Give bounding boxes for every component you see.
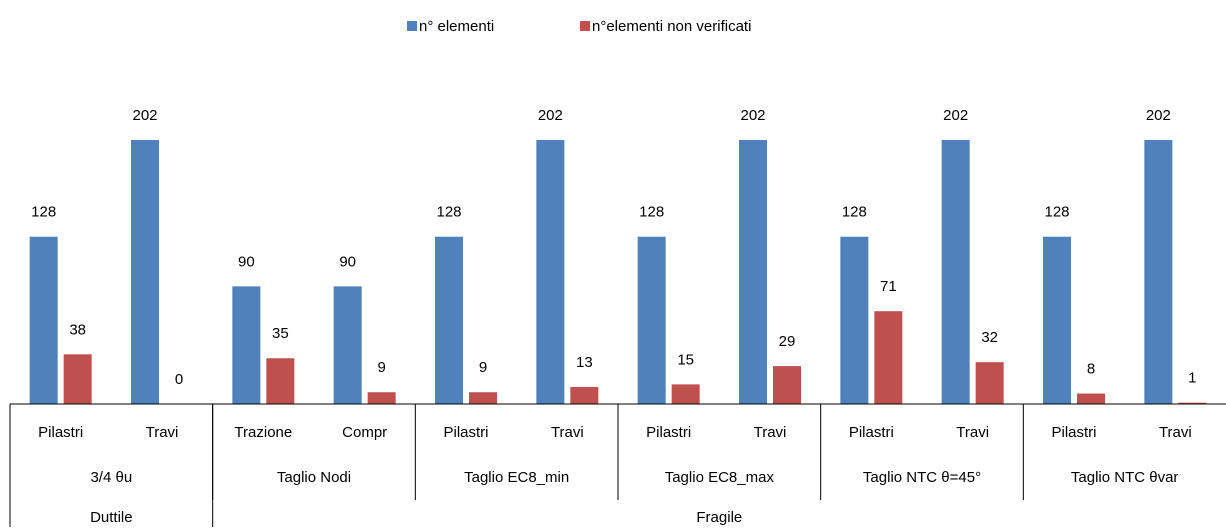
x-tick-label: Pilastri [1051,424,1096,441]
group-label: Duttile [90,509,133,526]
x-tick-label: Travi [146,424,179,441]
x-tick-label: Pilastri [646,424,691,441]
group-label: Taglio EC8_max [665,469,775,486]
bar [1178,402,1207,404]
bar [266,358,295,404]
bar [469,392,497,404]
bar [637,236,666,404]
data-label: 128 [31,204,56,221]
bar [739,139,767,404]
bar [1144,139,1173,404]
data-label: 128 [842,204,867,221]
legend-label: n° elementi [419,18,494,35]
data-label: 1 [1188,370,1196,387]
data-label: 13 [576,354,593,371]
bar [536,139,565,404]
data-label: 9 [377,359,385,376]
data-label: 128 [639,204,664,221]
bar [131,139,159,404]
bar [840,236,869,404]
bar [333,286,362,404]
legend-label: n°elementi non verificati [592,18,751,35]
bar [773,366,801,404]
bar [570,387,599,404]
x-tick-label: Travi [956,424,989,441]
group-label: Taglio NTC θvar [1071,469,1179,486]
data-label: 0 [175,371,183,388]
group-label: Taglio NTC θ=45° [863,469,981,486]
x-tick-label: Pilastri [849,424,894,441]
x-tick-label: Travi [754,424,787,441]
data-label: 32 [981,329,998,346]
bar [435,236,463,404]
bar [975,362,1004,404]
data-label: 9 [479,359,487,376]
bar [63,354,92,404]
x-tick-label: Pilastri [443,424,488,441]
x-tick-label: Pilastri [38,424,83,441]
data-label: 202 [740,107,765,124]
data-label: 202 [1146,107,1171,124]
data-label: 128 [436,204,461,221]
data-label: 15 [677,351,694,368]
x-tick-label: Compr [342,424,387,441]
data-label: 202 [538,107,563,124]
legend-swatch [407,21,417,31]
legend-swatch [580,21,590,31]
group-label: Taglio Nodi [277,469,351,486]
data-label: 71 [880,278,897,295]
bar [1043,236,1071,404]
data-label: 8 [1087,361,1095,378]
data-label: 128 [1044,204,1069,221]
data-label: 38 [69,321,86,338]
bar [232,286,261,404]
bar [671,384,700,404]
group-label: 3/4 θu [90,469,132,486]
bar [367,392,396,404]
group-label: Taglio EC8_min [464,469,569,486]
bar [1077,393,1105,404]
bar [29,236,58,404]
data-label: 90 [238,253,255,270]
data-label: 202 [943,107,968,124]
bar [941,139,970,404]
bar [874,311,903,404]
data-label: 90 [339,253,356,270]
x-tick-label: Travi [551,424,584,441]
x-tick-label: Trazione [234,424,292,441]
x-tick-label: Travi [1159,424,1192,441]
data-label: 202 [132,107,157,124]
group-label: Fragile [696,509,742,526]
data-label: 29 [779,333,796,350]
data-label: 35 [272,325,289,342]
